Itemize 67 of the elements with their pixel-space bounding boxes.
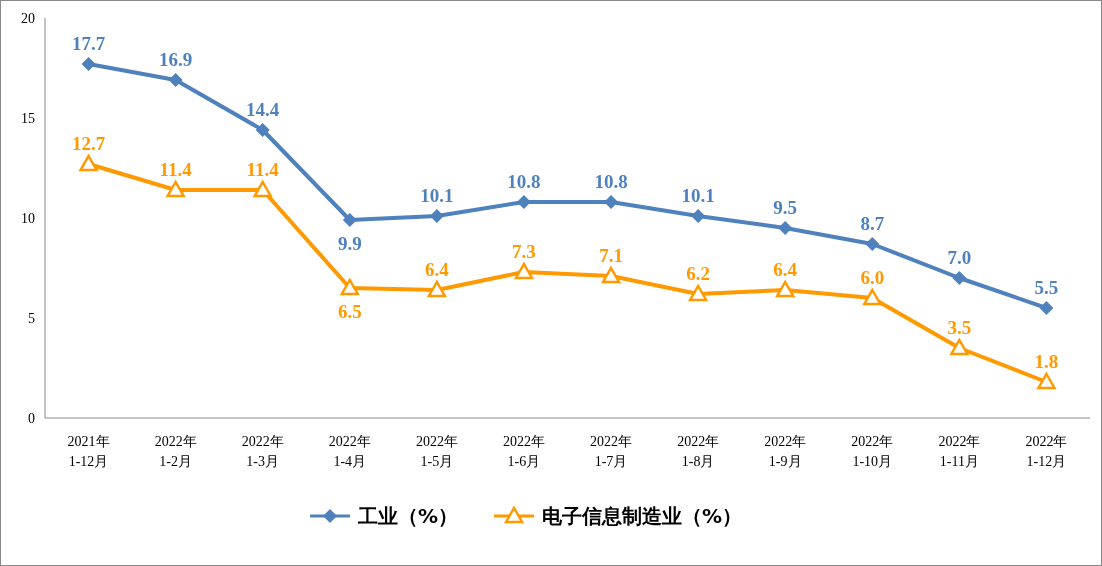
- point: [950, 338, 969, 356]
- data-label: 9.5: [773, 197, 798, 218]
- legend-label: 工业（%）: [357, 504, 459, 528]
- point: [255, 123, 270, 137]
- x-tick-label: 2022年 1-3月: [241, 434, 284, 469]
- point: [429, 209, 444, 223]
- y-tick-label: 10: [21, 211, 35, 226]
- legend-label: 电子信息制造业（%）: [542, 504, 743, 528]
- x-tick-label: 2022年 1-9月: [764, 434, 807, 469]
- data-label: 11.4: [159, 159, 193, 180]
- data-label: 17.7: [71, 33, 106, 54]
- y-tick-label: 5: [28, 311, 35, 326]
- data-label: 10.8: [507, 171, 541, 192]
- point: [863, 288, 882, 306]
- point: [427, 280, 447, 298]
- x-tick-label: 2022年 1-4月: [328, 434, 371, 469]
- data-label: 9.9: [337, 233, 362, 254]
- data-label: 7.0: [947, 247, 972, 268]
- x-tick-label: 2022年 1-6月: [502, 434, 545, 469]
- y-tick-label: 20: [21, 11, 35, 26]
- data-label: 10.8: [594, 171, 628, 192]
- point: [688, 284, 708, 302]
- data-label: 12.7: [71, 133, 106, 154]
- data-label: 10.1: [681, 185, 715, 206]
- x-tick-label: 2022年 1-5月: [415, 434, 458, 469]
- x-tick-label: 2022年 1-8月: [677, 434, 720, 469]
- data-label: 7.3: [512, 241, 536, 262]
- data-label: 6.5: [337, 301, 362, 322]
- data-label: 7.1: [599, 245, 623, 266]
- point: [865, 237, 880, 251]
- data-label: 10.1: [420, 185, 454, 206]
- point: [1039, 301, 1054, 315]
- x-tick-label: 2022年 1-12月: [1025, 434, 1068, 469]
- point: [778, 221, 793, 235]
- data-label: 5.5: [1034, 277, 1059, 298]
- point: [81, 57, 96, 71]
- data-label: 8.7: [860, 213, 885, 234]
- point: [340, 278, 360, 296]
- point: [604, 195, 619, 209]
- data-label: 6.4: [425, 259, 450, 280]
- data-label: 1.8: [1034, 351, 1059, 372]
- data-label: 3.5: [947, 317, 972, 338]
- point: [1037, 372, 1056, 390]
- x-tick-label: 2021年 1-12月: [67, 434, 110, 469]
- y-tick-label: 0: [28, 411, 35, 426]
- point: [514, 262, 534, 280]
- x-tick-label: 2022年 1-2月: [154, 434, 197, 469]
- y-tick-label: 15: [21, 111, 35, 126]
- point: [516, 195, 531, 209]
- point: [342, 213, 357, 227]
- point: [775, 280, 795, 298]
- point: [952, 271, 967, 285]
- point: [168, 73, 183, 87]
- x-tick-label: 2022年 1-10月: [851, 434, 894, 469]
- x-tick-label: 2022年 1-7月: [590, 434, 633, 469]
- data-label: 6.0: [860, 267, 885, 288]
- data-label: 11.4: [246, 159, 280, 180]
- point: [253, 180, 272, 198]
- data-label: 6.4: [773, 259, 798, 280]
- data-label: 16.9: [159, 49, 193, 70]
- point: [79, 154, 98, 172]
- point: [691, 209, 706, 223]
- x-tick-label: 2022年 1-11月: [938, 434, 981, 469]
- data-label: 14.4: [246, 99, 280, 120]
- point: [601, 266, 621, 284]
- point: [166, 180, 185, 198]
- data-label: 6.2: [686, 263, 710, 284]
